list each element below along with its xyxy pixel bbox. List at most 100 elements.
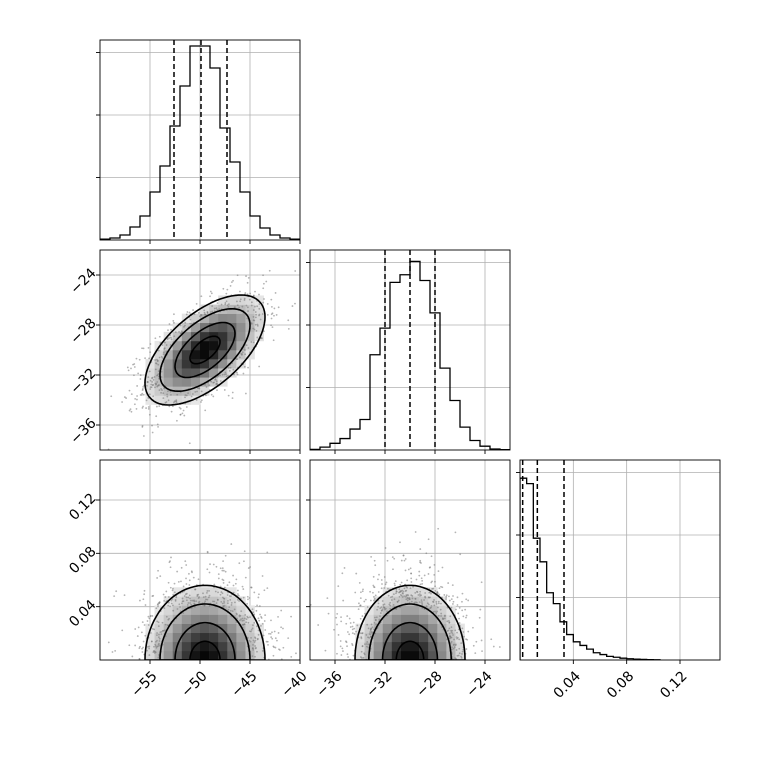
sample-point [213,583,216,586]
hist-bar [240,192,250,240]
sample-point [254,636,256,639]
density-cell [172,623,183,634]
density-cell [218,331,228,342]
sample-point [446,620,449,623]
sample-point [448,621,451,624]
hist-bar [527,484,534,660]
sample-point [147,406,150,408]
density-cell [428,641,438,652]
sample-point [324,649,327,652]
density-panel-0-2: −55 −50 −45 −40 0.04 0.08 0.12 [66,459,311,701]
density-cell [209,359,219,369]
sample-point [136,395,138,397]
sample-point [232,584,235,587]
sample-point [336,612,339,615]
sample-point [205,386,208,388]
sample-point [247,366,249,369]
sample-point [111,651,114,653]
sample-point [378,618,381,621]
sample-point [490,638,493,641]
hist-bar [420,280,430,450]
sample-point [424,592,427,594]
hist-bar [600,655,607,660]
sample-point [157,384,160,387]
sample-point [210,292,213,295]
sample-point [384,608,386,611]
sample-point [173,582,176,585]
sample-point [401,596,404,598]
density-cell [455,650,465,660]
sample-point [179,324,182,327]
sample-point [440,615,442,617]
sample-point [272,654,275,657]
density-cell [254,650,264,660]
density-cell [400,587,411,597]
sample-point [246,636,249,639]
axes-frame [519,459,721,661]
sample-point [156,374,158,377]
sample-point [159,631,162,634]
sample-point [354,591,357,594]
sample-point [261,575,264,577]
sample-point [134,644,137,647]
density-cell [227,350,237,360]
sample-point [405,598,408,601]
sample-point [150,640,153,643]
sample-point [395,590,398,593]
density-cell [209,605,219,615]
sample-point [209,563,211,566]
hist-bar [370,355,380,450]
sample-point [165,344,168,346]
density-cell [218,596,228,606]
sample-point [247,347,250,349]
sample-point [168,323,171,325]
sample-point [179,413,182,416]
density-cell [227,322,237,333]
sample-point [461,592,464,595]
sample-point [164,596,167,598]
sample-point [374,619,377,621]
hist-bar [553,604,560,660]
sample-point [480,581,483,584]
sample-point [157,625,160,628]
sample-point [271,631,273,634]
sample-point [374,616,376,619]
sample-point [268,632,270,635]
sample-point [149,343,152,345]
sample-point [244,349,246,351]
density-cell [382,641,393,652]
sample-point [399,541,401,544]
sample-point [139,599,141,602]
density-cell [163,368,174,378]
sample-point [402,592,404,595]
density-cell [382,596,393,606]
sample-point [250,323,253,325]
sample-point [378,573,380,576]
sample-point [377,605,380,608]
density-cell [245,632,255,643]
sample-point [214,590,217,593]
sample-point [260,615,262,618]
sample-point [251,647,254,650]
sample-point [436,610,438,613]
sample-point [346,645,348,648]
sample-point [136,635,139,637]
sample-point [138,658,141,660]
sample-point [196,387,199,390]
sample-point [396,600,399,603]
sample-point [176,570,179,573]
sample-point [339,640,342,642]
sample-point [411,595,414,597]
sample-point [375,623,377,625]
sample-point [271,326,274,329]
sample-point [171,604,174,607]
density-cell [172,377,183,387]
sample-point [221,569,224,572]
density-cell [172,359,183,369]
sample-point [254,311,257,313]
density-cell [373,605,384,615]
density-cell [227,614,237,624]
sample-point [433,563,436,566]
density-cell [145,368,155,378]
sample-point [185,564,188,566]
